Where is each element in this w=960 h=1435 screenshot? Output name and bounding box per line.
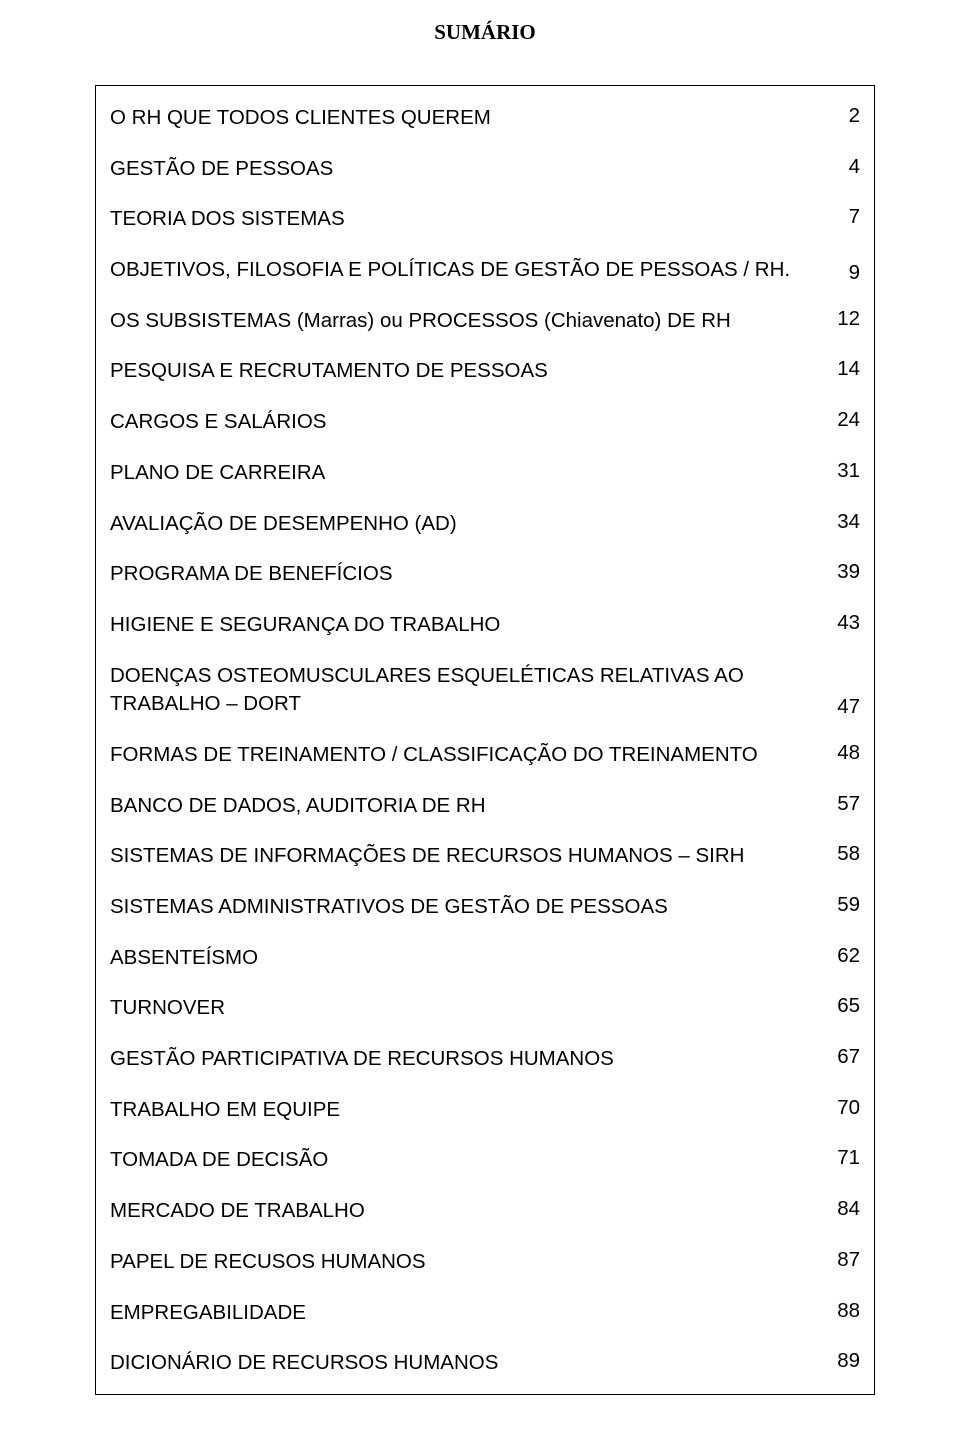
toc-entry-label: PROGRAMA DE BENEFÍCIOS: [110, 560, 830, 589]
toc-entry: TEORIA DOS SISTEMAS 7: [110, 205, 860, 234]
toc-entry-page: 62: [830, 944, 860, 968]
toc-entry: DICIONÁRIO DE RECURSOS HUMANOS 89: [110, 1349, 860, 1378]
toc-entry-page: 67: [830, 1045, 860, 1069]
toc-entry: PROGRAMA DE BENEFÍCIOS 39: [110, 560, 860, 589]
toc-entry-page: 57: [830, 792, 860, 816]
toc-entry: OBJETIVOS, FILOSOFIA E POLÍTICAS DE GEST…: [110, 256, 860, 285]
toc-entry: O RH QUE TODOS CLIENTES QUEREM 2: [110, 104, 860, 133]
toc-entry-label: OBJETIVOS, FILOSOFIA E POLÍTICAS DE GEST…: [110, 256, 830, 285]
toc-entry: MERCADO DE TRABALHO 84: [110, 1197, 860, 1226]
toc-entry-label: BANCO DE DADOS, AUDITORIA DE RH: [110, 792, 830, 821]
toc-entry-page: 14: [830, 357, 860, 381]
toc-entry-page: 88: [830, 1299, 860, 1323]
toc-entry-label: PESQUISA E RECRUTAMENTO DE PESSOAS: [110, 357, 830, 386]
toc-entry-page: 31: [830, 459, 860, 483]
toc-entry: AVALIAÇÃO DE DESEMPENHO (AD) 34: [110, 510, 860, 539]
page-title: SUMÁRIO: [95, 20, 875, 45]
toc-entry-label: AVALIAÇÃO DE DESEMPENHO (AD): [110, 510, 830, 539]
toc-entry: PAPEL DE RECUSOS HUMANOS 87: [110, 1248, 860, 1277]
toc-entry-page: 2: [830, 104, 860, 128]
toc-entry-label: CARGOS E SALÁRIOS: [110, 408, 830, 437]
toc-entry-page: 4: [830, 155, 860, 179]
toc-entry: TURNOVER 65: [110, 994, 860, 1023]
toc-entry-page: 24: [830, 408, 860, 432]
toc-entry: GESTÃO DE PESSOAS 4: [110, 155, 860, 184]
toc-entry-page: 47: [830, 695, 860, 719]
toc-entry-page: 59: [830, 893, 860, 917]
toc-entry-label: MERCADO DE TRABALHO: [110, 1197, 830, 1226]
toc-entry-label: TOMADA DE DECISÃO: [110, 1146, 830, 1175]
toc-entry-page: 48: [830, 741, 860, 765]
toc-entry: OS SUBSISTEMAS (Marras) ou PROCESSOS (Ch…: [110, 307, 860, 336]
toc-entry: PESQUISA E RECRUTAMENTO DE PESSOAS 14: [110, 357, 860, 386]
toc-entry: DOENÇAS OSTEOMUSCULARES ESQUELÉTICAS REL…: [110, 662, 860, 719]
toc-entry-page: 7: [830, 205, 860, 229]
toc-entry: FORMAS DE TREINAMENTO / CLASSIFICAÇÃO DO…: [110, 741, 860, 770]
toc-entry: HIGIENE E SEGURANÇA DO TRABALHO 43: [110, 611, 860, 640]
toc-entry: SISTEMAS DE INFORMAÇÕES DE RECURSOS HUMA…: [110, 842, 860, 871]
toc-entry: CARGOS E SALÁRIOS 24: [110, 408, 860, 437]
toc-entry: PLANO DE CARREIRA 31: [110, 459, 860, 488]
toc-entry-label: DOENÇAS OSTEOMUSCULARES ESQUELÉTICAS REL…: [110, 662, 830, 719]
toc-entry-label: TEORIA DOS SISTEMAS: [110, 205, 830, 234]
toc-entry-page: 43: [830, 611, 860, 635]
toc-entry: TRABALHO EM EQUIPE 70: [110, 1096, 860, 1125]
toc-entry: SISTEMAS ADMINISTRATIVOS DE GESTÃO DE PE…: [110, 893, 860, 922]
toc-entry-label: GESTÃO DE PESSOAS: [110, 155, 830, 184]
toc-entry-label: PLANO DE CARREIRA: [110, 459, 830, 488]
toc-entry-label: HIGIENE E SEGURANÇA DO TRABALHO: [110, 611, 830, 640]
toc-entry-page: 39: [830, 560, 860, 584]
toc-entry-page: 12: [830, 307, 860, 331]
toc-entry-label: TURNOVER: [110, 994, 830, 1023]
toc-entry-page: 70: [830, 1096, 860, 1120]
toc-entry-page: 9: [830, 261, 860, 285]
toc-entry-label: TRABALHO EM EQUIPE: [110, 1096, 830, 1125]
toc-entry-label: ABSENTEÍSMO: [110, 944, 830, 973]
toc-container: O RH QUE TODOS CLIENTES QUEREM 2 GESTÃO …: [95, 85, 875, 1395]
toc-entry-page: 84: [830, 1197, 860, 1221]
toc-entry: GESTÃO PARTICIPATIVA DE RECURSOS HUMANOS…: [110, 1045, 860, 1074]
toc-entry-label: O RH QUE TODOS CLIENTES QUEREM: [110, 104, 830, 133]
toc-entry-page: 89: [830, 1349, 860, 1373]
toc-entry-page: 87: [830, 1248, 860, 1272]
toc-entry-label: PAPEL DE RECUSOS HUMANOS: [110, 1248, 830, 1277]
toc-entry: TOMADA DE DECISÃO 71: [110, 1146, 860, 1175]
toc-entry-page: 58: [830, 842, 860, 866]
toc-entry-page: 71: [830, 1146, 860, 1170]
toc-entry: ABSENTEÍSMO 62: [110, 944, 860, 973]
toc-entry: BANCO DE DADOS, AUDITORIA DE RH 57: [110, 792, 860, 821]
toc-entry-label: SISTEMAS ADMINISTRATIVOS DE GESTÃO DE PE…: [110, 893, 830, 922]
document-page: SUMÁRIO O RH QUE TODOS CLIENTES QUEREM 2…: [0, 0, 960, 1435]
toc-entry-label: FORMAS DE TREINAMENTO / CLASSIFICAÇÃO DO…: [110, 741, 830, 770]
toc-entry-label: SISTEMAS DE INFORMAÇÕES DE RECURSOS HUMA…: [110, 842, 830, 871]
toc-entry-page: 65: [830, 994, 860, 1018]
toc-entry: EMPREGABILIDADE 88: [110, 1299, 860, 1328]
toc-entry-label: EMPREGABILIDADE: [110, 1299, 830, 1328]
toc-entry-label: DICIONÁRIO DE RECURSOS HUMANOS: [110, 1349, 830, 1378]
toc-entry-label: OS SUBSISTEMAS (Marras) ou PROCESSOS (Ch…: [110, 307, 830, 336]
toc-entry-label: GESTÃO PARTICIPATIVA DE RECURSOS HUMANOS: [110, 1045, 830, 1074]
toc-entry-page: 34: [830, 510, 860, 534]
